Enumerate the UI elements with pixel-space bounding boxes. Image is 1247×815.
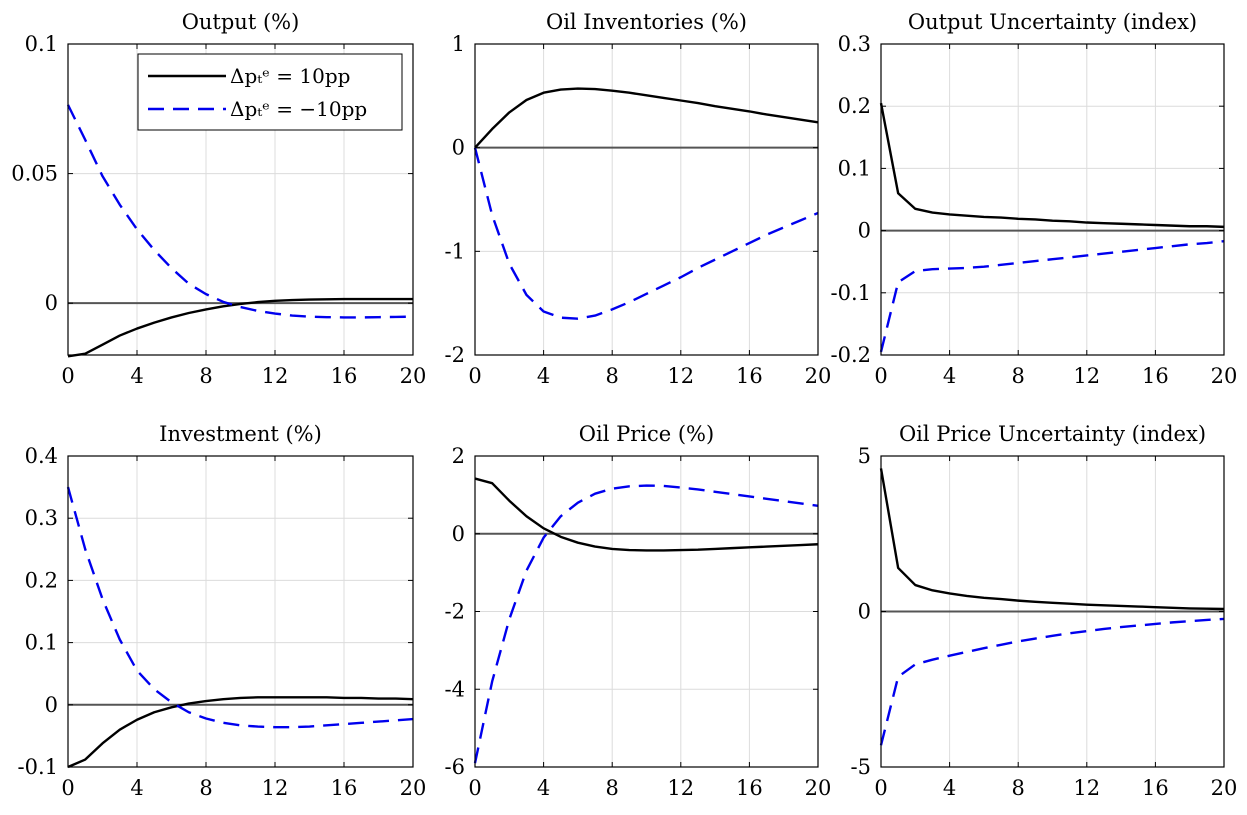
investment-y-tick-label-4: 0.3 <box>25 506 58 530</box>
panel-oil-inventories: 0 4 8 12 16 20 -2 -1 0 1 Oil Inventories (%) <box>445 10 832 388</box>
oil-price-x-tick-label-5: 20 <box>805 776 832 800</box>
investment-x-tick-label-5: 20 <box>400 776 427 800</box>
oil-price-x-tick-label-0: 0 <box>468 776 481 800</box>
legend-label-low: Δpₜᵉ = −10pp <box>230 97 367 121</box>
output-uncertainty-x-tick-label-0: 0 <box>874 364 887 388</box>
legend-label-high: Δpₜᵉ = 10pp <box>230 64 350 88</box>
output-x-tick-label-3: 12 <box>262 364 289 388</box>
oil-price-x-tick-label-1: 4 <box>537 776 550 800</box>
oil-price-series-low-line <box>473 484 819 764</box>
oil-price-uncertainty-series-high-line <box>879 468 1225 611</box>
oil-price-series-high-line <box>474 477 819 552</box>
output-y-tick-label-2: 0.1 <box>25 32 58 56</box>
oil-inventories-x-tick-label-5: 20 <box>805 364 832 388</box>
investment-axes-frame <box>67 455 414 768</box>
investment-title: Investment (%) <box>159 422 322 446</box>
output-uncertainty-x-tick-label-3: 12 <box>1073 364 1100 388</box>
oil-inventories-y-tick-label-0: -2 <box>445 343 465 367</box>
output-axes-frame <box>67 43 414 356</box>
output-uncertainty-title: Output Uncertainty (index) <box>908 10 1197 34</box>
oil-inventories-x-tick-label-1: 4 <box>537 364 550 388</box>
oil-price-uncertainty-y-tick-label-2: 5 <box>858 444 871 468</box>
output-uncertainty-x-tick-label-4: 16 <box>1142 364 1169 388</box>
oil-price-uncertainty-title: Oil Price Uncertainty (index) <box>899 422 1206 446</box>
oil-price-uncertainty-x-tick-label-5: 20 <box>1211 776 1238 800</box>
oil-price-x-tick-label-4: 16 <box>736 776 763 800</box>
investment-x-tick-label-4: 16 <box>331 776 358 800</box>
oil-price-uncertainty-x-tick-label-3: 12 <box>1073 776 1100 800</box>
investment-y-tick-label-2: 0.1 <box>25 631 58 655</box>
output-y-tick-label-1: 0.05 <box>11 162 58 186</box>
oil-price-uncertainty-x-tick-label-0: 0 <box>874 776 887 800</box>
output-x-tick-label-5: 20 <box>400 364 427 388</box>
output-x-tick-label-1: 4 <box>130 364 143 388</box>
investment-series-low-line <box>66 486 414 729</box>
investment-x-tick-label-3: 12 <box>262 776 289 800</box>
output-series-low-line <box>66 104 414 319</box>
oil-price-x-tick-label-2: 8 <box>606 776 619 800</box>
oil-price-y-tick-label-1: -4 <box>445 677 465 701</box>
investment-x-tick-label-0: 0 <box>61 776 74 800</box>
legend: Δpₜᵉ = 10pp Δpₜᵉ = −10pp <box>137 53 403 131</box>
output-series-high-line <box>67 297 413 358</box>
oil-inventories-x-tick-label-3: 12 <box>667 364 694 388</box>
oil-price-uncertainty-y-tick-label-0: -5 <box>851 755 871 779</box>
investment-x-tick-label-1: 4 <box>130 776 143 800</box>
output-uncertainty-y-tick-label-4: 0.2 <box>838 94 871 118</box>
oil-inventories-x-tick-label-2: 8 <box>606 364 619 388</box>
oil-inventories-x-tick-label-0: 0 <box>468 364 481 388</box>
oil-price-uncertainty-series-low-line <box>879 617 1225 746</box>
investment-y-tick-label-0: -0.1 <box>18 755 59 779</box>
oil-price-x-tick-label-3: 12 <box>667 776 694 800</box>
investment-y-tick-label-5: 0.4 <box>25 444 58 468</box>
investment-y-tick-label-1: 0 <box>45 693 58 717</box>
investment-y-tick-label-3: 0.2 <box>25 568 58 592</box>
output-uncertainty-x-tick-label-2: 8 <box>1012 364 1025 388</box>
oil-inventories-y-tick-label-1: -1 <box>445 239 465 263</box>
oil-inventories-series-high-line <box>474 87 819 149</box>
panel-oil-price: 0 4 8 12 16 20 -6 -4 -2 0 2 Oil Price (%) <box>445 422 832 800</box>
oil-inventories-x-tick-label-4: 16 <box>736 364 763 388</box>
output-x-tick-label-2: 8 <box>199 364 212 388</box>
output-x-tick-label-4: 16 <box>331 364 358 388</box>
legend-box <box>137 53 403 131</box>
investment-series-high-line <box>67 696 414 769</box>
output-uncertainty-y-tick-label-2: 0 <box>858 219 871 243</box>
output-title: Output (%) <box>182 10 300 34</box>
oil-price-y-tick-label-3: 0 <box>452 522 465 546</box>
output-uncertainty-y-tick-label-5: 0.3 <box>838 32 871 56</box>
oil-price-y-tick-label-2: -2 <box>445 600 465 624</box>
output-y-tick-label-0: 0 <box>45 291 58 315</box>
oil-price-y-tick-label-0: -6 <box>445 755 465 779</box>
oil-price-uncertainty-x-tick-label-4: 16 <box>1142 776 1169 800</box>
output-uncertainty-series-high-line <box>879 102 1225 229</box>
oil-inventories-y-tick-label-3: 1 <box>452 32 465 56</box>
panel-output-uncertainty: 0 4 8 12 16 20 -0.2 -0.1 0 0.1 0.2 0.3 Output Uncert… <box>831 10 1238 388</box>
investment-x-tick-label-2: 8 <box>199 776 212 800</box>
oil-inventories-series-low-line <box>473 147 819 320</box>
output-uncertainty-x-tick-label-5: 20 <box>1211 364 1238 388</box>
output-uncertainty-axes-frame <box>880 43 1225 356</box>
oil-price-y-tick-label-4: 2 <box>452 444 465 468</box>
oil-price-uncertainty-y-tick-label-1: 0 <box>858 600 871 624</box>
oil-price-uncertainty-x-tick-label-2: 8 <box>1012 776 1025 800</box>
oil-inventories-y-tick-label-2: 0 <box>452 136 465 160</box>
output-uncertainty-x-tick-label-1: 4 <box>943 364 956 388</box>
output-uncertainty-y-tick-label-3: 0.1 <box>838 156 871 180</box>
oil-price-title: Oil Price (%) <box>579 422 714 446</box>
oil-inventories-axes-frame <box>474 43 819 356</box>
output-x-tick-label-0: 0 <box>61 364 74 388</box>
oil-price-uncertainty-x-tick-label-1: 4 <box>943 776 956 800</box>
output-uncertainty-y-tick-label-1: -0.1 <box>831 281 872 305</box>
output-uncertainty-y-tick-label-0: -0.2 <box>831 343 872 367</box>
output-uncertainty-series-low-line <box>879 239 1225 353</box>
oil-inventories-title: Oil Inventories (%) <box>546 10 747 34</box>
